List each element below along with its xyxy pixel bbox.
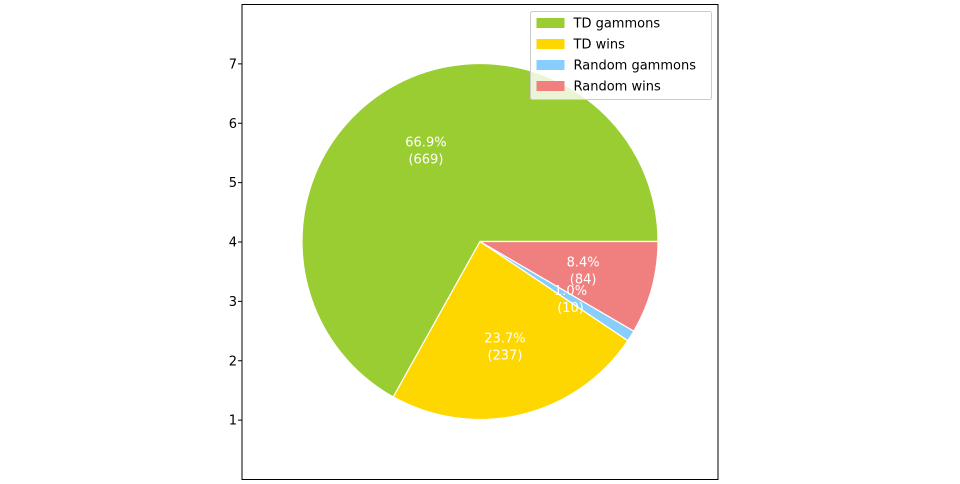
slice-percent-label: 8.4% [567,255,600,270]
y-axis-ticks: 1 2 3 4 5 6 7 [229,57,242,429]
slice-count-label: (84) [570,272,597,287]
legend-entry-label: TD gammons [573,17,661,32]
slice-percent-label: 23.7% [484,331,525,346]
legend: TD gammons TD wins Random gammons Random wi… [530,11,712,100]
slice-count-label: (10) [557,301,584,316]
pie-slice-random-wins [479,240,659,332]
slice-count-label: (669) [408,152,443,167]
pie-labels: 66.9% (669) 23.7% (237) 1.0% (10) 8.4% (84) [405,135,599,363]
pie-wedges [301,62,659,421]
slice-count-label: (237) [487,348,522,363]
pie-slice-td-gammons [301,62,659,398]
legend-swatch [536,18,565,28]
legend-swatch [536,39,565,49]
legend-swatch [536,60,565,70]
legend-entry-label: Random wins [574,80,661,95]
slice-percent-label: 1.0% [554,284,587,299]
legend-swatch [536,81,565,91]
y-tick-label: 4 [229,236,237,251]
slice-percent-label: 66.9% [405,135,446,150]
legend-entry-label: TD wins [573,38,626,53]
pie-slice-td-wins [392,240,629,421]
y-tick-label: 7 [229,57,237,72]
y-tick-label: 6 [229,117,237,132]
y-tick-label: 3 [229,295,237,310]
y-tick-label: 1 [229,414,237,429]
legend-box [530,11,712,100]
legend-entry-label: Random gammons [574,59,697,74]
y-tick-label: 2 [229,354,237,369]
y-tick-label: 5 [229,176,237,191]
